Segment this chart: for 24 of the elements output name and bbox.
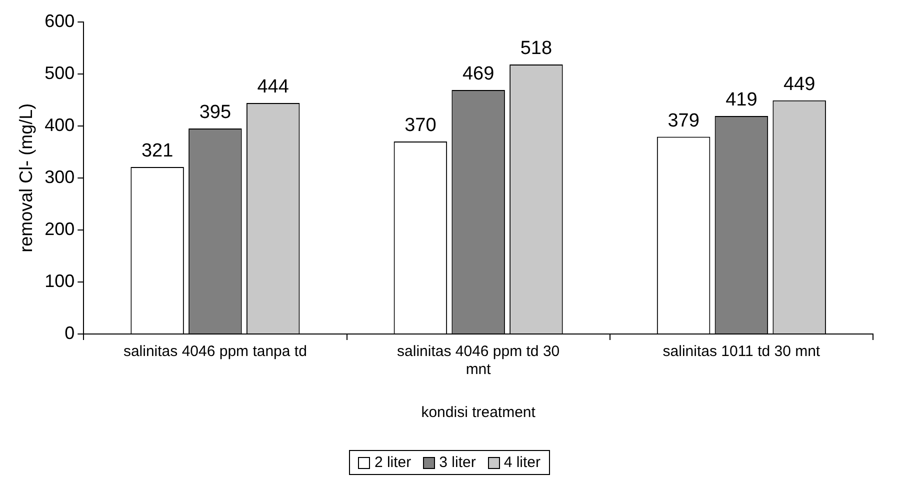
data-label: 370 bbox=[404, 115, 436, 136]
y-tick-label: 100 bbox=[44, 270, 75, 291]
x-axis-title: kondisi treatment bbox=[421, 404, 536, 422]
data-label: 518 bbox=[520, 38, 552, 60]
legend-label: 4 liter bbox=[504, 454, 541, 471]
data-label: 321 bbox=[141, 140, 174, 162]
y-tick-label: 400 bbox=[44, 114, 75, 135]
x-tick-label: salinitas 4046 ppm tanpa td bbox=[123, 343, 307, 360]
y-tick-label: 200 bbox=[44, 218, 75, 239]
y-tick-label: 300 bbox=[44, 166, 75, 187]
data-label: 469 bbox=[462, 64, 494, 85]
data-label: 395 bbox=[199, 102, 232, 124]
y-tick-label: 600 bbox=[44, 10, 75, 31]
legend-label: 3 liter bbox=[439, 454, 476, 471]
data-label: 449 bbox=[783, 74, 816, 96]
x-tick-label: salinitas 4046 ppm td 30 mnt bbox=[397, 343, 560, 378]
y-tick-label: 500 bbox=[44, 62, 75, 83]
data-label: 444 bbox=[257, 76, 290, 98]
x-tick-label: salinitas 1011 td 30 mnt bbox=[662, 343, 821, 360]
data-label: 379 bbox=[668, 110, 700, 132]
y-tick-label: 0 bbox=[64, 322, 75, 343]
data-label: 419 bbox=[726, 90, 758, 111]
legend-label: 2 liter bbox=[374, 454, 412, 471]
y-axis-title: removal Cl- (mg/L) bbox=[16, 103, 36, 252]
